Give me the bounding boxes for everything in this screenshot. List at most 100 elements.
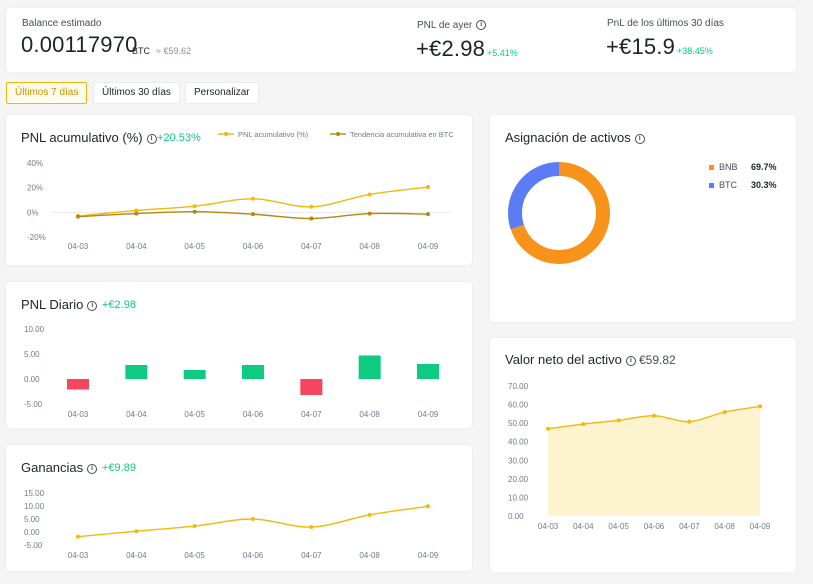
- allocation-card: Asignación de activos i BNB 69.7% BTC 30.3%: [490, 115, 796, 322]
- x-tick-label: 04-04: [126, 410, 147, 419]
- cumulative-pnl-card: PNL acumulativo (%) i +20.53% 40% 20% 0% -20…: [6, 115, 472, 265]
- pnl-yesterday-pct: +5.41%: [487, 48, 518, 58]
- y-tick-label: 70.00: [508, 382, 529, 391]
- x-tick-label: 04-04: [573, 522, 594, 531]
- cumulative-pnl-value: +20.53%: [157, 132, 201, 144]
- balance-fiat: ≈ €59.62: [156, 46, 191, 56]
- data-point: [251, 517, 255, 521]
- legend-value: 69.7%: [751, 162, 777, 172]
- bar: [300, 379, 323, 395]
- pnl-yesterday-value: +€2.98: [416, 36, 486, 61]
- info-icon[interactable]: i: [146, 133, 157, 144]
- y-tick-label: 50.00: [508, 419, 529, 428]
- profits-chart: 15.00 10.00 5.00 0.00 -5.00 04-03 04-04 04-05 04…: [24, 489, 439, 560]
- tab-custom[interactable]: Personalizar: [185, 82, 259, 104]
- y-tick-label: 5.00: [24, 350, 40, 359]
- allocation-chart: BNB 69.7% BTC 30.3%: [508, 162, 777, 264]
- data-point: [367, 211, 372, 216]
- data-point: [134, 211, 139, 216]
- legend-marker: [336, 132, 340, 136]
- summary-card: Balance estimado 0.00117970 BTC ≈ €59.62…: [6, 8, 796, 72]
- info-icon[interactable]: i: [625, 355, 636, 366]
- legend-label: Tendencia acumulativa en BTC: [350, 130, 454, 139]
- data-point: [134, 208, 139, 213]
- data-point: [309, 204, 314, 209]
- data-point: [426, 504, 430, 509]
- data-point: [192, 209, 197, 214]
- x-tick-label: 04-07: [679, 522, 700, 531]
- data-point: [76, 214, 80, 219]
- networth-value: €59.82: [639, 353, 676, 367]
- daily-pnl-card: PNL Diario i +€2.98 10.00 5.00 0.00 -5.00 04-…: [6, 282, 472, 428]
- profits-card: Ganancias i +€9.89 15.00 10.00 5.00 0.00 -5.0…: [6, 445, 472, 571]
- data-point: [192, 524, 197, 529]
- data-point: [192, 204, 197, 209]
- data-point: [251, 196, 255, 201]
- pnl-yesterday-label-text: PNL de ayer: [417, 20, 473, 31]
- x-tick-label: 04-09: [418, 242, 439, 251]
- x-tick-label: 04-05: [184, 551, 205, 560]
- x-tick-label: 04-06: [243, 410, 264, 419]
- info-icon[interactable]: i: [87, 300, 98, 311]
- daily-pnl-chart: 10.00 5.00 0.00 -5.00 04-03 04-04 04-05 04-06 04…: [24, 325, 439, 419]
- tab-last-30-days[interactable]: Últimos 30 días: [93, 82, 180, 104]
- data-point: [367, 192, 372, 197]
- y-tick-label: 30.00: [508, 456, 529, 465]
- pie-slice: [508, 162, 610, 264]
- y-tick-label: 10.00: [24, 502, 45, 511]
- x-tick-label: 04-08: [714, 522, 735, 531]
- x-tick-label: 04-04: [126, 551, 147, 560]
- info-icon[interactable]: i: [476, 20, 487, 31]
- y-tick-label: 40.00: [508, 438, 529, 447]
- daily-pnl-title: PNL Diario i: [21, 297, 98, 312]
- daily-pnl-value: +€2.98: [102, 299, 136, 311]
- x-tick-label: 04-05: [184, 410, 205, 419]
- y-tick-label: 15.00: [24, 489, 45, 498]
- area-fill: [548, 406, 760, 516]
- data-point: [426, 212, 430, 217]
- allocation-title-text: Asignación de activos: [505, 130, 631, 145]
- balance-value: 0.00117970: [21, 32, 138, 57]
- x-tick-label: 04-09: [418, 410, 439, 419]
- x-tick-label: 04-07: [301, 551, 322, 560]
- x-tick-label: 04-06: [644, 522, 665, 531]
- cumulative-pnl-chart: 40% 20% 0% -20% 04-03 04-04 04-05 04-06 04-07 04-…: [27, 130, 454, 251]
- legend-swatch: [709, 183, 714, 188]
- series-line: [77, 505, 429, 538]
- x-tick-label: 04-06: [243, 242, 264, 251]
- legend-marker: [224, 132, 228, 136]
- networth-title-text: Valor neto del activo: [505, 352, 622, 367]
- x-tick-label: 04-03: [68, 551, 89, 560]
- bar: [125, 365, 148, 379]
- balance-label: Balance estimado: [22, 18, 102, 29]
- pnl-30d-pct: +38.45%: [677, 46, 713, 56]
- y-tick-label: 0%: [27, 208, 39, 217]
- networth-card: Valor neto del activo i €59.82 70.00 60.00…: [490, 338, 796, 572]
- cumulative-pnl-title: PNL acumulativo (%) i: [21, 130, 157, 145]
- data-point: [251, 212, 255, 217]
- tab-last-7-days[interactable]: Últimos 7 días: [6, 82, 88, 104]
- x-tick-label: 04-03: [538, 522, 559, 531]
- cumulative-pnl-title-text: PNL acumulativo (%): [21, 130, 143, 145]
- x-tick-label: 04-09: [750, 522, 771, 531]
- bar: [242, 365, 264, 379]
- x-tick-label: 04-08: [359, 551, 380, 560]
- y-tick-label: 0.00: [24, 375, 40, 384]
- x-tick-label: 04-07: [301, 242, 322, 251]
- y-tick-label: 5.00: [24, 515, 40, 524]
- x-tick-label: 04-04: [126, 242, 147, 251]
- y-tick-label: 10.00: [508, 493, 529, 502]
- legend-swatch: [709, 165, 714, 170]
- data-point: [367, 512, 372, 517]
- info-icon[interactable]: i: [634, 133, 645, 144]
- y-tick-label: 20%: [27, 184, 43, 193]
- data-point: [426, 185, 430, 190]
- data-point: [652, 413, 656, 418]
- data-point: [616, 418, 621, 423]
- x-tick-label: 04-08: [359, 410, 380, 419]
- bar: [67, 379, 89, 390]
- data-point: [546, 426, 550, 431]
- info-icon[interactable]: i: [87, 463, 98, 474]
- y-tick-label: 0.00: [24, 528, 40, 537]
- data-point: [758, 404, 762, 409]
